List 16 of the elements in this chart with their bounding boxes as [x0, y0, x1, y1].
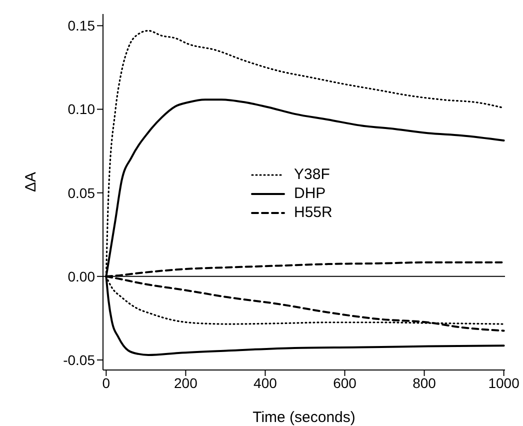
y-tick-label: 0.10 [68, 101, 96, 118]
legend-label: DHP [294, 184, 326, 203]
y-tick-label: -0.05 [63, 352, 96, 368]
x-tick-label: 400 [254, 374, 278, 391]
x-tick-label: 800 [412, 374, 436, 391]
y-tick-label: 0.05 [68, 184, 96, 201]
legend-label: H55R [294, 203, 332, 222]
y-tick-label: 0.15 [68, 18, 96, 34]
x-axis-title: Time (seconds) [252, 409, 356, 426]
x-tick-label: 0 [102, 374, 110, 391]
x-tick-label: 600 [333, 374, 357, 391]
x-tick-label: 200 [174, 374, 198, 391]
y-axis-title: ΔA [22, 172, 40, 192]
legend-label: Y38F [294, 165, 330, 184]
x-tick-label: 1000 [488, 374, 520, 391]
y-tick-label: 0.00 [68, 268, 96, 284]
